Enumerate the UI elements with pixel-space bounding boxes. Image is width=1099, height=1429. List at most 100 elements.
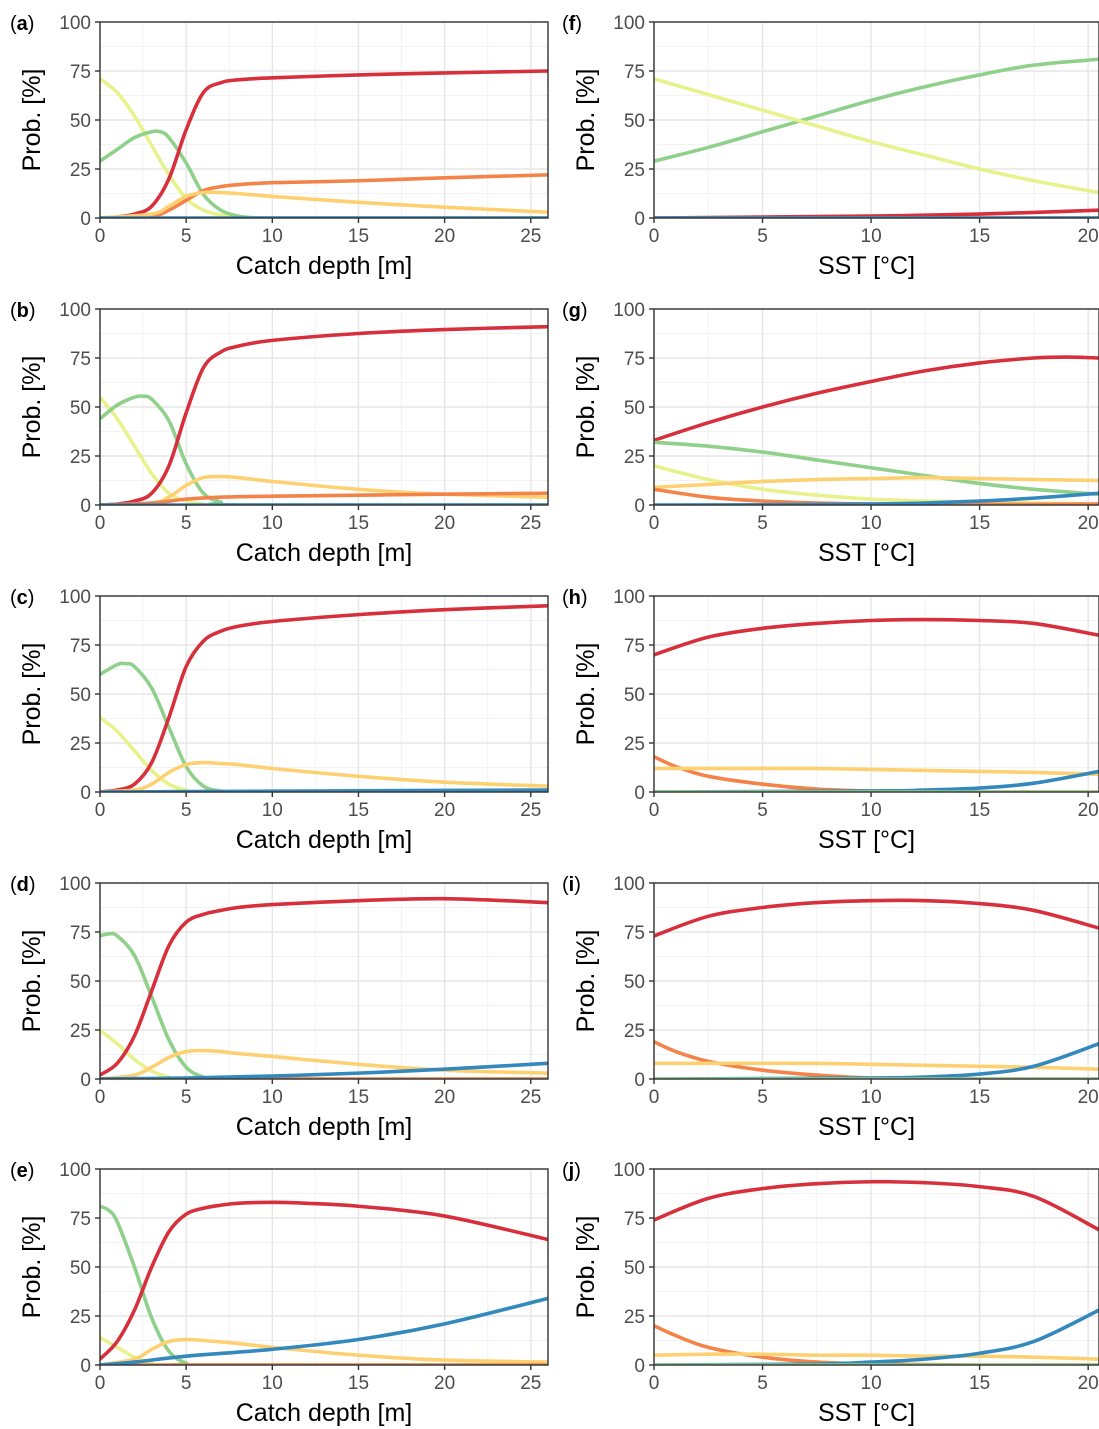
y-tick-label: 75 [624,62,645,83]
x-tick-label: 20 [1078,1087,1099,1108]
x-tick-label: 25 [520,513,541,534]
y-tick-label: 100 [59,13,91,34]
panel-label: (g) [562,300,588,322]
x-tick-label: 15 [969,1373,990,1394]
panel-label: (b) [10,300,36,322]
y-tick-label: 100 [613,13,645,34]
series-line-red [100,69,548,218]
y-tick-label: 100 [613,874,645,895]
x-tick-label: 10 [262,800,283,821]
series-line-light-orange [654,1352,1099,1361]
x-axis-title: SST [°C] [818,1113,915,1141]
y-tick-label: 0 [80,209,91,230]
series-line-light-orange [100,1048,548,1079]
x-tick-label: 5 [181,1373,192,1394]
x-tick-label: 5 [181,800,192,821]
panel-label: (h) [562,587,588,609]
panel-label: (j) [562,1160,581,1182]
x-tick-label: 0 [649,1373,660,1394]
series-line-red [654,355,1099,443]
x-axis-title: SST [°C] [818,539,915,567]
panel-d: 0 25 50 75 100 0 5 10 15 20 25 Catch depth [m] Prob.… [10,874,549,1141]
panel-i: 0 25 50 75 100 0 5 10 15 20 SST [°C] Prob. [%] (i) [562,874,1099,1141]
y-tick-label: 25 [624,160,645,181]
panel-label: (a) [10,13,34,35]
panel-b: 0 25 50 75 100 0 5 10 15 20 25 Catch depth [m] Prob.… [10,300,549,567]
x-tick-label: 5 [757,226,768,247]
series-line-orange [654,1039,1099,1079]
x-tick-label: 10 [861,226,882,247]
x-tick-label: 0 [95,1087,106,1108]
series-line-yellow-green [100,1028,548,1079]
panel-label: (c) [10,587,34,609]
x-tick-label: 15 [969,1087,990,1108]
x-tick-label: 10 [262,226,283,247]
panel-f: 0 25 50 75 100 0 5 10 15 20 SST [°C] Prob. [%] (f) [562,13,1099,280]
x-tick-label: 15 [969,226,990,247]
x-tick-label: 10 [861,800,882,821]
y-tick-label: 100 [59,1160,91,1181]
series-line-red [100,1200,548,1361]
x-tick-label: 10 [861,1373,882,1394]
panel-a: 0 25 50 75 100 0 5 10 15 20 25 Catch depth [m] Prob.… [10,13,549,280]
series-line-orange [100,491,548,505]
panel-c: 0 25 50 75 100 0 5 10 15 20 25 Catch depth [m] Prob.… [10,587,549,854]
series-line-green [654,440,1099,497]
y-tick-label: 75 [70,1209,91,1230]
x-tick-label: 15 [969,513,990,534]
y-tick-label: 50 [70,1258,91,1279]
series-line-light-orange [100,1337,548,1365]
y-tick-label: 75 [70,349,91,370]
x-tick-label: 5 [181,226,192,247]
y-tick-label: 50 [624,111,645,132]
x-tick-label: 20 [434,226,455,247]
y-tick-label: 25 [70,734,91,755]
x-tick-label: 15 [348,800,369,821]
x-tick-label: 25 [520,800,541,821]
x-tick-label: 5 [181,513,192,534]
series-line-yellow-green [654,77,1099,195]
y-axis-title: Prob. [%] [18,930,46,1033]
x-axis-title: SST [°C] [818,826,915,854]
series-line-green [100,129,548,218]
x-tick-label: 0 [95,1373,106,1394]
x-tick-label: 10 [262,513,283,534]
y-tick-label: 75 [70,923,91,944]
panel-e: 0 25 50 75 100 0 5 10 15 20 25 Catch depth [m] Prob.… [10,1160,549,1427]
y-tick-label: 100 [613,1160,645,1181]
x-tick-label: 5 [181,1087,192,1108]
series-line-light-orange [100,474,548,505]
series-line-light-orange [100,760,548,792]
y-tick-label: 100 [613,300,645,321]
y-tick-label: 0 [634,496,645,517]
y-tick-label: 75 [624,1209,645,1230]
x-tick-label: 20 [1078,513,1099,534]
x-tick-label: 5 [757,1373,768,1394]
series-line-light-orange [100,190,548,218]
y-tick-label: 100 [59,300,91,321]
y-axis-title: Prob. [%] [572,643,600,746]
x-tick-label: 0 [95,800,106,821]
y-tick-label: 50 [624,685,645,706]
panel-g: 0 25 50 75 100 0 5 10 15 20 SST [°C] Prob. [%] (g) [562,300,1099,567]
x-tick-label: 0 [649,800,660,821]
x-tick-label: 25 [520,1373,541,1394]
x-tick-label: 20 [434,1087,455,1108]
y-axis-title: Prob. [%] [18,643,46,746]
x-tick-label: 15 [348,1087,369,1108]
y-axis-title: Prob. [%] [572,356,600,459]
y-axis-title: Prob. [%] [18,356,46,459]
y-tick-label: 100 [613,587,645,608]
y-tick-label: 25 [70,1307,91,1328]
y-tick-label: 0 [634,209,645,230]
y-tick-label: 25 [70,447,91,468]
x-axis-title: Catch depth [m] [236,1399,412,1427]
y-tick-label: 0 [634,783,645,804]
x-tick-label: 0 [649,513,660,534]
x-tick-label: 15 [969,800,990,821]
y-axis-title: Prob. [%] [572,930,600,1033]
series-line-red [654,1179,1099,1232]
series-line-blue [100,1061,548,1079]
